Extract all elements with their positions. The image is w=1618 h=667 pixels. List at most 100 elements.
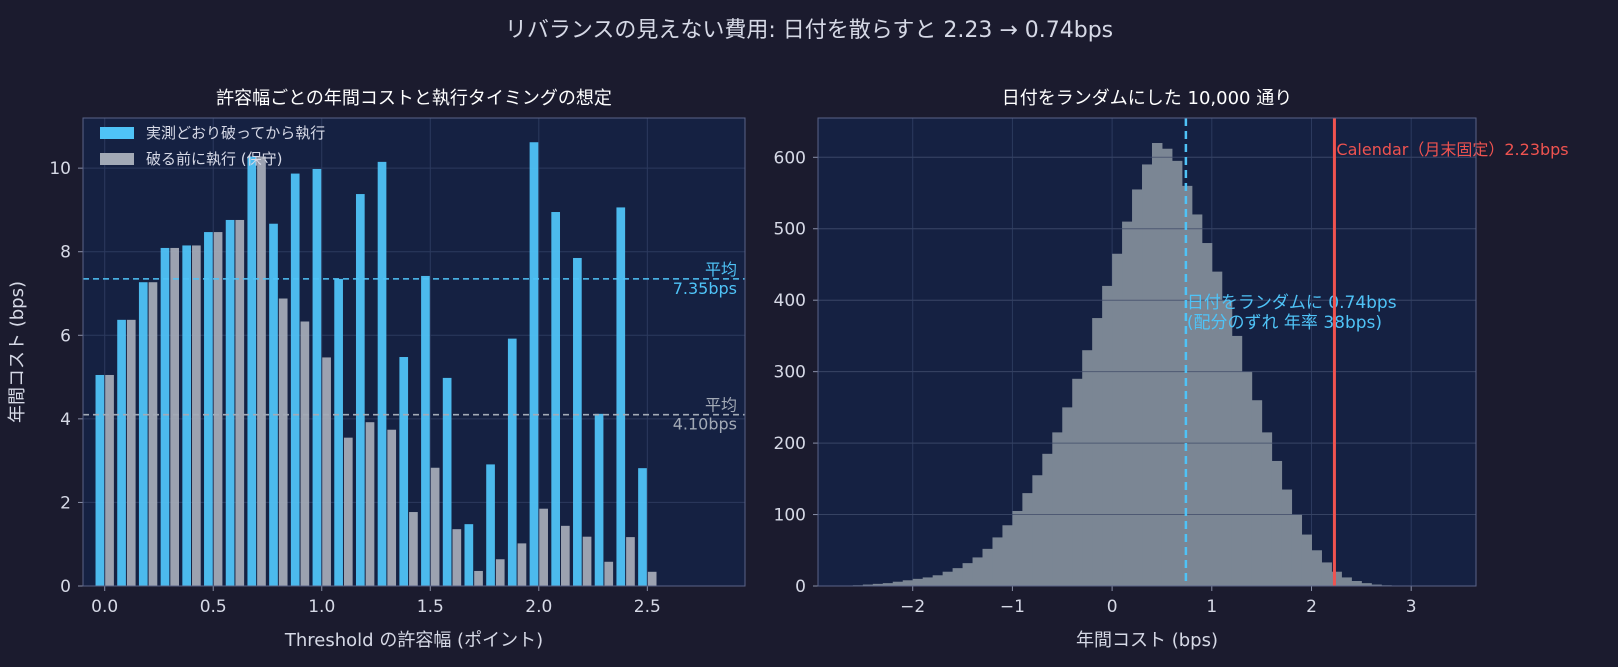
bar-measured	[247, 156, 257, 586]
right-ytick-label: 300	[774, 363, 806, 383]
histogram-bin	[982, 548, 993, 586]
histogram-bin	[1151, 143, 1163, 586]
bar-measured	[638, 468, 647, 586]
legend-swatch-1	[100, 127, 134, 139]
bar-measured	[486, 464, 495, 586]
left-xtick-label: 2.5	[634, 597, 661, 617]
bar-conservative	[647, 571, 657, 586]
right-xlabel: 年間コスト (bps)	[1076, 630, 1218, 651]
right-xtick-label: 2	[1306, 597, 1317, 617]
bar-measured	[573, 257, 582, 586]
bar-measured	[312, 168, 322, 586]
bar-conservative	[343, 437, 353, 586]
right-ytick-label: 200	[774, 434, 806, 454]
left-ytick-label: 0	[60, 577, 71, 597]
histogram-bin	[1122, 221, 1133, 586]
bar-conservative	[322, 357, 331, 586]
histogram-bin	[1261, 432, 1273, 586]
left-xtick-label: 0.5	[200, 597, 227, 617]
bar-conservative	[387, 429, 397, 586]
mean-label-1: 平均	[705, 260, 737, 279]
bar-conservative	[474, 570, 483, 586]
histogram-bin	[1371, 584, 1382, 586]
right-ytick-label: 600	[774, 148, 806, 168]
bar-measured	[290, 173, 300, 586]
bar-measured	[182, 245, 192, 587]
bar-conservative	[278, 298, 288, 586]
legend-label-2: 破る前に執行 (保守)	[146, 150, 282, 168]
histogram-bin	[1032, 475, 1043, 586]
random-label-line2: (配分のずれ 年率 38bps)	[1187, 313, 1382, 333]
bar-measured	[355, 194, 365, 587]
left-xtick-label: 1.0	[308, 597, 335, 617]
right-xtick-label: 1	[1206, 597, 1217, 617]
calendar-label: Calendar（月末固定）2.23bps	[1336, 140, 1568, 159]
histogram-bin	[942, 571, 954, 586]
bar-conservative	[582, 536, 592, 586]
histogram-bin	[922, 577, 934, 586]
mean-value-2: 4.10bps	[673, 415, 737, 434]
left-xtick-label: 0.0	[91, 597, 118, 617]
bar-conservative	[539, 508, 548, 586]
histogram-bin	[862, 584, 874, 586]
bar-measured	[442, 377, 452, 586]
histogram-bin	[952, 568, 964, 586]
left-ytick-label: 4	[60, 410, 71, 430]
histogram-bin	[1002, 525, 1013, 586]
right-xtick-label: −1	[1000, 597, 1025, 617]
right-xtick-label: −2	[900, 597, 925, 617]
left-ytick-label: 10	[49, 159, 71, 179]
mean-value-1: 7.35bps	[673, 279, 737, 298]
left-frame	[82, 117, 746, 587]
histogram-bin	[1241, 371, 1253, 586]
bar-conservative	[365, 422, 375, 586]
histogram-bin	[1102, 285, 1113, 586]
histogram-bin	[1171, 160, 1183, 586]
histogram-bin	[1082, 350, 1093, 586]
bar-conservative	[148, 282, 158, 586]
histogram-bin	[1271, 460, 1283, 586]
bar-measured	[138, 282, 148, 586]
right-ytick-label: 400	[774, 291, 806, 311]
bar-measured	[225, 219, 235, 586]
histogram-bin	[1251, 400, 1263, 586]
left-xlabel: Threshold の許容幅 (ポイント)	[284, 630, 543, 651]
histogram-bin	[1231, 335, 1243, 586]
left-xtick-label: 2.0	[525, 597, 552, 617]
bar-conservative	[170, 247, 180, 587]
histogram-bin	[1341, 577, 1352, 586]
bar-conservative	[561, 525, 570, 586]
histogram-bin	[1361, 583, 1372, 586]
bar-conservative	[517, 543, 527, 586]
bar-conservative	[126, 319, 136, 586]
histogram-bin	[1291, 514, 1303, 586]
bar-measured	[529, 142, 539, 586]
histogram-bin	[882, 583, 894, 586]
histogram-bin	[1321, 562, 1332, 586]
bar-measured	[421, 275, 430, 586]
bar-conservative	[192, 245, 201, 587]
histogram-bin	[972, 557, 983, 586]
left-ytick-label: 2	[60, 493, 71, 513]
legend-label-1: 実測どおり破ってから執行	[146, 124, 325, 142]
histogram-bin	[1211, 271, 1223, 586]
bar-conservative	[430, 467, 440, 586]
histogram-bin	[1311, 550, 1322, 586]
right-ytick-label: 500	[774, 220, 806, 240]
left-xtick-label: 1.5	[417, 597, 444, 617]
bar-conservative	[604, 561, 614, 586]
histogram-bin	[1022, 493, 1033, 586]
left-title: 許容幅ごとの年間コストと執行タイミングの想定	[216, 88, 612, 109]
bar-measured	[377, 161, 387, 586]
histogram-bin	[1072, 378, 1083, 586]
bar-measured	[464, 524, 474, 586]
legend-swatch-2	[100, 153, 134, 165]
histogram-bin	[1142, 164, 1153, 586]
histogram-bin	[992, 537, 1003, 586]
histogram-bin	[1042, 453, 1053, 586]
histogram-bin	[902, 580, 914, 586]
right-ytick-label: 100	[774, 506, 806, 526]
left-ytick-label: 6	[60, 326, 71, 346]
bar-measured	[399, 357, 409, 586]
histogram-bin	[912, 578, 924, 586]
